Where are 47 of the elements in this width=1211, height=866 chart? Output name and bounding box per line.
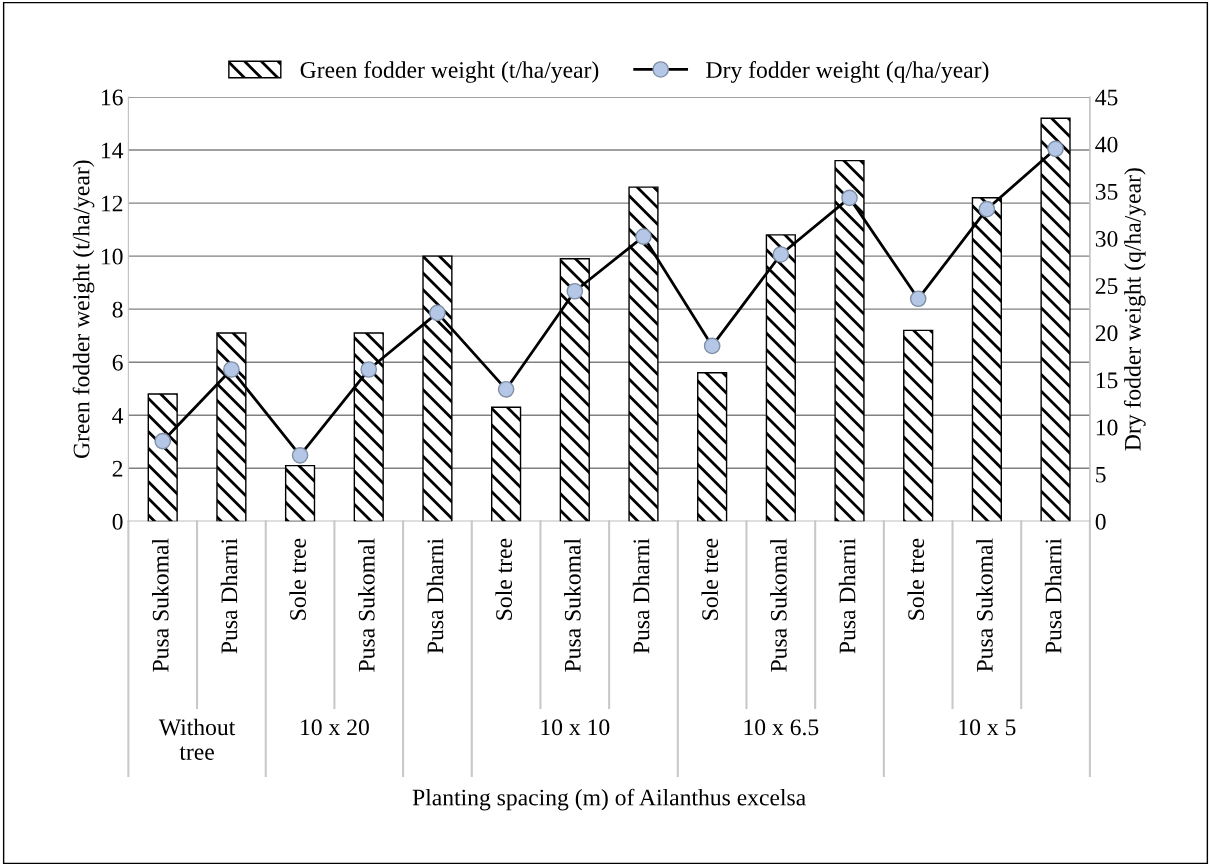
y2-tick-label: 35 bbox=[1095, 183, 1118, 200]
y2-tick-label: 10 bbox=[1096, 419, 1118, 436]
x-tick-label: Sole tree bbox=[289, 538, 306, 620]
y2-tick-label: 0 bbox=[1095, 513, 1106, 530]
y2-tick-label: 45 bbox=[1095, 89, 1118, 106]
bar bbox=[490, 406, 522, 522]
x-tick-label: Sole tree bbox=[701, 538, 719, 620]
text: 10 x 20 bbox=[301, 719, 369, 736]
text: 10 x 10 bbox=[541, 719, 610, 736]
y2-tick-label: 15 bbox=[1096, 372, 1118, 389]
bar bbox=[284, 464, 316, 522]
x-tick-label: Pusa Dharni bbox=[426, 538, 444, 654]
x-tick-label: Sole tree bbox=[907, 538, 925, 620]
legend-label: Dry fodder weight (q/ha/year) bbox=[706, 61, 989, 83]
bar bbox=[697, 372, 728, 522]
y-tick-label: 16 bbox=[101, 89, 123, 106]
y-tick-label: 4 bbox=[112, 407, 124, 424]
text: Without tree bbox=[158, 718, 236, 760]
y2-tick-label: 30 bbox=[1095, 230, 1118, 247]
y-tick-label: 2 bbox=[112, 460, 123, 477]
y2-tick-label: 20 bbox=[1095, 325, 1118, 342]
x-tick-label: Pusa Dharni bbox=[220, 538, 238, 654]
y-tick-label: 8 bbox=[112, 301, 123, 318]
y-tick-label: 14 bbox=[101, 142, 124, 159]
y2-axis-title: Dry fodder weight (q/ha/year) bbox=[1123, 168, 1146, 451]
bar bbox=[903, 329, 934, 522]
x-tick-label: Pusa Dharni bbox=[1044, 538, 1062, 654]
x-tick-label: Pusa Dharni bbox=[838, 538, 856, 654]
x-tick-label: Pusa Sukomal bbox=[976, 538, 993, 672]
x-axis-title: Planting spacing (m) of Ailanthus excelsa bbox=[412, 788, 806, 811]
x-tick-label: Pusa Sukomal bbox=[358, 538, 375, 672]
y2-tick-label: 25 bbox=[1095, 278, 1118, 295]
y-tick-label: 12 bbox=[101, 195, 123, 212]
y-tick-label: 10 bbox=[101, 248, 123, 265]
x-tick-label: Pusa Sukomal bbox=[770, 538, 787, 672]
y-tick-label: 6 bbox=[112, 354, 123, 371]
x-tick-label: Sole tree bbox=[495, 538, 513, 620]
y2-tick-label: 40 bbox=[1095, 136, 1118, 153]
text: 10 x 5 bbox=[959, 719, 1016, 736]
text: 10 x 6.5 bbox=[744, 719, 819, 736]
legend-label: Green fodder weight (t/ha/year) bbox=[300, 61, 599, 83]
x-tick-label: Pusa Dharni bbox=[632, 538, 650, 654]
y-tick-label: 0 bbox=[112, 513, 123, 530]
y2-tick-label: 5 bbox=[1096, 466, 1106, 483]
x-tick-label: Pusa Sukomal bbox=[564, 538, 581, 672]
x-tick-label: Pusa Sukomal bbox=[152, 538, 169, 672]
y-axis-title: Green fodder weight (t/ha/year) bbox=[72, 160, 95, 458]
